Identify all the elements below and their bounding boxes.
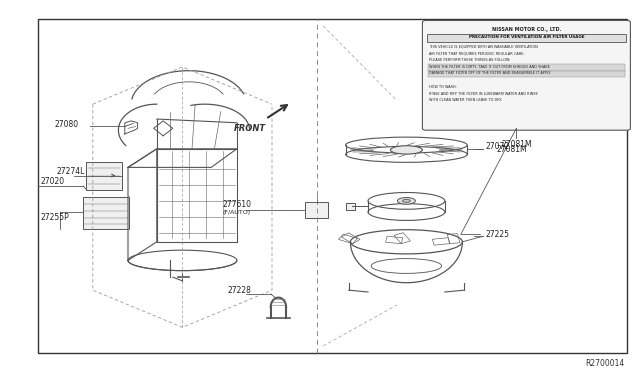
Ellipse shape [397, 198, 415, 204]
Text: 27081M: 27081M [496, 145, 527, 154]
Text: 27081M: 27081M [501, 140, 532, 148]
Text: THIS VEHICLE IS EQUIPPED WITH AN WASHABLE VENTILATION: THIS VEHICLE IS EQUIPPED WITH AN WASHABL… [429, 45, 538, 49]
Bar [86, 162, 122, 190]
Text: PLEASE PERFORM THESE THINGS AS FOLLOW:: PLEASE PERFORM THESE THINGS AS FOLLOW: [429, 58, 510, 62]
Bar [394, 232, 410, 244]
Bar [433, 238, 450, 245]
Text: 27020: 27020 [40, 177, 65, 186]
Text: WITH CLEAN WATER THEN LEAVE TO DRY.: WITH CLEAN WATER THEN LEAVE TO DRY. [429, 98, 502, 102]
Ellipse shape [390, 146, 422, 154]
Text: NISSAN MOTOR CO., LTD.: NISSAN MOTOR CO., LTD. [492, 27, 561, 32]
Bar [342, 233, 360, 244]
Text: WHEN THE FILTER IS DIRTY, TAKE IT OUT FROM SHROUD AND SHAKE: WHEN THE FILTER IS DIRTY, TAKE IT OUT FR… [429, 65, 550, 69]
Text: 27228: 27228 [227, 286, 251, 295]
FancyBboxPatch shape [428, 71, 625, 77]
Bar [305, 202, 328, 218]
Text: (F/AUTO): (F/AUTO) [223, 210, 251, 215]
Text: FRONT: FRONT [234, 124, 266, 132]
Bar [346, 203, 355, 210]
Text: DAMAGE THAT FILTER OFF OF THE FILTER AND REASSEMBLE IT APPLY.: DAMAGE THAT FILTER OFF OF THE FILTER AND… [429, 71, 551, 76]
Text: 27255P: 27255P [40, 213, 69, 222]
Text: 27274L: 27274L [56, 167, 84, 176]
FancyBboxPatch shape [427, 34, 626, 42]
Bar [339, 234, 357, 244]
Bar [447, 234, 460, 244]
Bar [83, 197, 129, 229]
Text: PRECAUTION FOR VENTILATION AIR FILTER USAGE: PRECAUTION FOR VENTILATION AIR FILTER US… [468, 35, 584, 39]
Text: 27080: 27080 [54, 120, 79, 129]
Text: 277610: 277610 [223, 200, 252, 209]
Text: AIR FILTER THAT REQUIRES PERIODIC REGULAR CARE.: AIR FILTER THAT REQUIRES PERIODIC REGULA… [429, 51, 524, 55]
Text: 27072: 27072 [485, 142, 509, 151]
Text: R2700014: R2700014 [585, 359, 624, 368]
FancyBboxPatch shape [428, 64, 625, 71]
Text: RINSE AND RIFF THE FILTER IN LUKEWARM WATER AND RINSE: RINSE AND RIFF THE FILTER IN LUKEWARM WA… [429, 92, 538, 96]
Text: 27225: 27225 [485, 230, 509, 239]
Bar [385, 236, 403, 244]
Ellipse shape [403, 199, 410, 202]
FancyBboxPatch shape [422, 20, 630, 130]
Text: HOW TO WASH:: HOW TO WASH: [429, 85, 456, 89]
